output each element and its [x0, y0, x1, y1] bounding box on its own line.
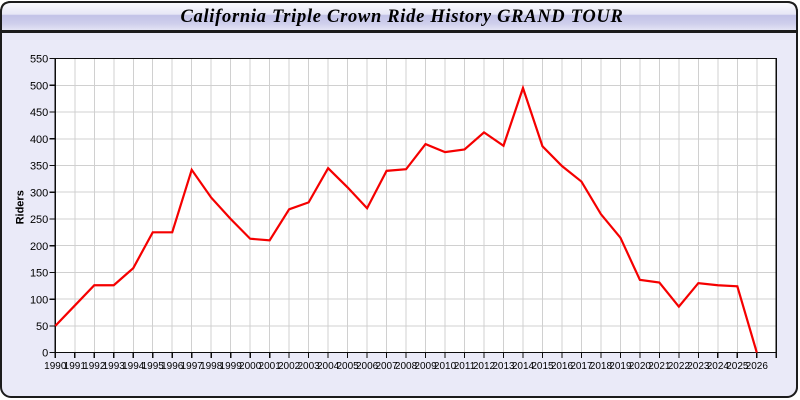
svg-text:250: 250	[30, 214, 48, 226]
svg-text:0: 0	[42, 348, 48, 360]
svg-text:300: 300	[30, 187, 48, 199]
svg-text:1995: 1995	[142, 361, 165, 372]
svg-text:2000: 2000	[239, 361, 262, 372]
svg-text:1998: 1998	[200, 361, 223, 372]
svg-text:2021: 2021	[648, 361, 671, 372]
svg-text:California Triple Crown Ride H: California Triple Crown Ride History GRA…	[180, 7, 623, 27]
svg-text:2002: 2002	[278, 361, 301, 372]
svg-text:1996: 1996	[161, 361, 184, 372]
svg-text:2025: 2025	[726, 361, 749, 372]
svg-text:200: 200	[30, 241, 48, 253]
svg-text:2023: 2023	[687, 361, 710, 372]
svg-text:2010: 2010	[434, 361, 457, 372]
svg-text:400: 400	[30, 134, 48, 146]
svg-text:550: 550	[30, 54, 48, 66]
svg-text:50: 50	[36, 321, 48, 333]
svg-text:2009: 2009	[414, 361, 437, 372]
svg-text:2013: 2013	[492, 361, 515, 372]
svg-text:2001: 2001	[259, 361, 282, 372]
svg-text:2026: 2026	[746, 361, 769, 372]
svg-text:2019: 2019	[609, 361, 632, 372]
svg-text:2004: 2004	[317, 361, 340, 372]
svg-text:1993: 1993	[103, 361, 126, 372]
svg-text:150: 150	[30, 268, 48, 280]
svg-text:1994: 1994	[122, 361, 145, 372]
svg-text:2003: 2003	[297, 361, 320, 372]
svg-text:2020: 2020	[629, 361, 652, 372]
svg-text:1992: 1992	[83, 361, 106, 372]
svg-text:2008: 2008	[395, 361, 418, 372]
svg-text:100: 100	[30, 294, 48, 306]
svg-text:2005: 2005	[336, 361, 359, 372]
svg-text:2012: 2012	[473, 361, 496, 372]
svg-text:350: 350	[30, 161, 48, 173]
svg-text:Riders: Riders	[15, 190, 27, 224]
svg-text:2018: 2018	[590, 361, 613, 372]
svg-text:2014: 2014	[512, 361, 535, 372]
svg-text:1999: 1999	[220, 361, 243, 372]
svg-text:450: 450	[30, 107, 48, 119]
svg-text:2016: 2016	[551, 361, 574, 372]
svg-text:2017: 2017	[570, 361, 593, 372]
svg-text:500: 500	[30, 80, 48, 92]
svg-text:2006: 2006	[356, 361, 379, 372]
svg-text:1991: 1991	[64, 361, 87, 372]
svg-text:2015: 2015	[531, 361, 554, 372]
svg-text:2011: 2011	[454, 361, 476, 372]
svg-text:1997: 1997	[181, 361, 204, 372]
svg-text:2022: 2022	[668, 361, 691, 372]
svg-text:1990: 1990	[44, 361, 67, 372]
svg-text:2007: 2007	[375, 361, 398, 372]
svg-text:2024: 2024	[707, 361, 730, 372]
